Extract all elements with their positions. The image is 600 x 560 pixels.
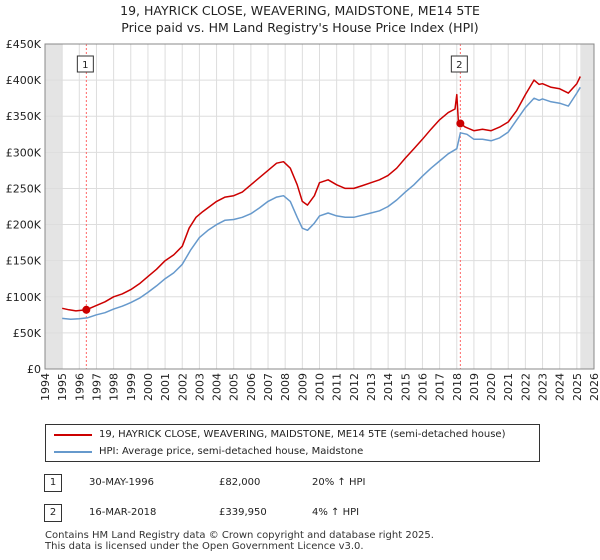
x-tick-label: 2008: [279, 373, 292, 401]
x-tick-label: 2005: [228, 373, 241, 401]
post-data-band: [580, 44, 594, 369]
sale-point: [456, 119, 465, 128]
x-tick-label: 2000: [142, 373, 155, 401]
chart-title: 19, HAYRICK CLOSE, WEAVERING, MAIDSTONE,…: [120, 3, 480, 18]
x-tick-label: 2024: [554, 373, 567, 401]
legend-swatch-hpi: [54, 451, 92, 453]
x-tick-label: 1998: [108, 373, 121, 401]
transaction-date: 16-MAR-2018: [89, 507, 157, 518]
legend-swatch-property: [54, 434, 92, 436]
chart-series: [62, 76, 581, 320]
x-tick-label: 2004: [211, 373, 224, 401]
y-tick-label: £50K: [13, 327, 42, 340]
footer-copyright: Contains HM Land Registry data © Crown c…: [45, 530, 434, 541]
x-tick-label: 2013: [365, 373, 378, 401]
y-tick-label: £450K: [6, 38, 42, 51]
x-tick-label: 2010: [314, 373, 327, 401]
plot-frame: [44, 43, 595, 370]
transaction-badge: 1: [44, 474, 62, 492]
x-tick-label: 2018: [451, 373, 464, 401]
sale-marker-label: 1: [82, 60, 88, 71]
transaction-hpi-change: 20% ↑ HPI: [312, 477, 366, 488]
legend-label-hpi: HPI: Average price, semi-detached house,…: [99, 446, 364, 457]
x-tick-label: 2021: [502, 373, 515, 401]
transaction-price: £82,000: [219, 477, 261, 488]
y-tick-label: £150K: [6, 255, 42, 268]
sale-marker-box: [450, 55, 468, 73]
sale-point: [82, 305, 91, 314]
sale-marker-label: 2: [456, 60, 462, 71]
x-tick-label: 2011: [331, 373, 344, 401]
x-tick-label: 2017: [434, 373, 447, 401]
y-tick-label: £100K: [6, 291, 42, 304]
y-tick-label: £400K: [6, 74, 42, 87]
y-tick-label: £250K: [6, 182, 42, 195]
x-tick-label: 2023: [537, 373, 550, 401]
price-chart: £0 £50K £100K £150K £200K £250K £300K £350K £400…: [6, 38, 600, 401]
x-tick-label: 1996: [73, 373, 86, 401]
series-line-property: [62, 76, 581, 312]
x-tick-label: 2015: [399, 373, 412, 401]
chart-grid: [44, 43, 595, 370]
chart-subtitle: Price paid vs. HM Land Registry's House …: [121, 20, 479, 35]
x-tick-label: 2003: [193, 373, 206, 401]
y-tick-label: £300K: [6, 146, 42, 159]
legend-label-property: 19, HAYRICK CLOSE, WEAVERING, MAIDSTONE,…: [99, 429, 506, 440]
y-tick-label: £200K: [6, 219, 42, 232]
transaction-date: 30-MAY-1996: [89, 477, 155, 488]
x-tick-label: 2025: [571, 373, 584, 401]
chart-axes: £0 £50K £100K £150K £200K £250K £300K £350K £400…: [6, 38, 600, 401]
y-tick-label: £350K: [6, 110, 42, 123]
chart-legend: 19, HAYRICK CLOSE, WEAVERING, MAIDSTONE,…: [45, 424, 540, 462]
x-tick-label: 1994: [39, 373, 52, 401]
footer-licence: This data is licensed under the Open Gov…: [45, 541, 364, 552]
x-tick-label: 2026: [588, 373, 600, 401]
x-tick-label: 1995: [56, 373, 69, 401]
chart-header: 19, HAYRICK CLOSE, WEAVERING, MAIDSTONE,…: [0, 2, 600, 36]
x-tick-label: 2002: [176, 373, 189, 401]
sale-marker-box: [76, 55, 94, 73]
transaction-price: £339,950: [219, 507, 267, 518]
transaction-hpi-change: 4% ↑ HPI: [312, 507, 360, 518]
footer-attribution: Contains HM Land Registry data © Crown c…: [45, 530, 434, 552]
x-tick-label: 2016: [416, 373, 429, 401]
x-tick-label: 2012: [348, 373, 361, 401]
x-tick-label: 2020: [485, 373, 498, 401]
x-tick-label: 2007: [262, 373, 275, 401]
transaction-row: 1 30-MAY-1996 £82,000 20% ↑ HPI: [44, 473, 564, 493]
transaction-row: 2 16-MAR-2018 £339,950 4% ↑ HPI: [44, 503, 564, 523]
x-tick-label: 2014: [382, 373, 395, 401]
x-tick-label: 1997: [90, 373, 103, 401]
y-tick-label: £0: [27, 363, 41, 376]
x-tick-label: 2006: [245, 373, 258, 401]
x-tick-label: 2022: [519, 373, 532, 401]
transaction-badge: 2: [44, 504, 62, 522]
x-tick-label: 2009: [296, 373, 309, 401]
pre-data-band: [45, 44, 63, 369]
series-line-hpi: [62, 86, 581, 320]
x-tick-label: 2019: [468, 373, 481, 401]
x-tick-label: 1999: [125, 373, 138, 401]
x-tick-label: 2001: [159, 373, 172, 401]
